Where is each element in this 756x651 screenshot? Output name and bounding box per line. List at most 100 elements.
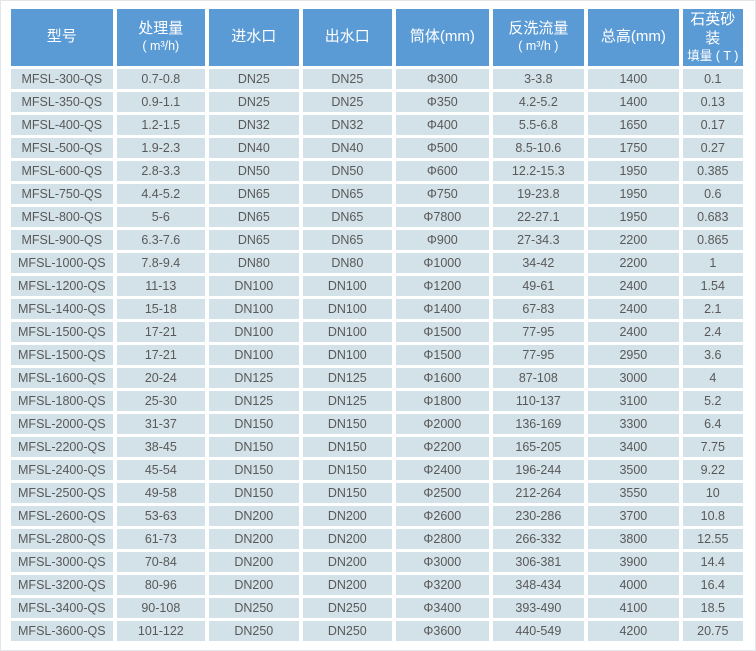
table-cell: 7.75 (682, 436, 743, 457)
table-cell: 77-95 (492, 321, 585, 342)
table-cell: DN65 (302, 206, 393, 227)
table-row: MFSL-1000-QS 7.8-9.4 DN80 DN80 Φ1000 34-42 220… (11, 252, 743, 273)
table-cell: 348-434 (492, 574, 585, 595)
table-cell: MFSL-500-QS (11, 137, 113, 158)
table-cell: DN65 (209, 206, 299, 227)
table-cell: MFSL-3000-QS (11, 551, 113, 572)
table-cell: DN65 (209, 183, 299, 204)
table-cell: 11-13 (116, 275, 206, 296)
table-cell: 230-286 (492, 505, 585, 526)
table-cell: 27-34.3 (492, 229, 585, 250)
table-cell: 20-24 (116, 367, 206, 388)
table-cell: MFSL-1600-QS (11, 367, 113, 388)
table-cell: 67-83 (492, 298, 585, 319)
table-cell: 17-21 (116, 321, 206, 342)
table-cell: MFSL-1000-QS (11, 252, 113, 273)
table-cell: 5-6 (116, 206, 206, 227)
table-cell: 440-549 (492, 620, 585, 641)
table-cell: DN200 (209, 551, 299, 572)
table-cell: Φ300 (396, 68, 489, 89)
table-cell: Φ2800 (396, 528, 489, 549)
table-row: MFSL-2400-QS 45-54 DN150 DN150 Φ2400 196-244 3… (11, 459, 743, 480)
table-cell: 12.2-15.3 (492, 160, 585, 181)
table-cell: MFSL-2500-QS (11, 482, 113, 503)
table-cell: 3100 (588, 390, 679, 411)
table-cell: DN200 (209, 574, 299, 595)
header-row: 型号 处理量( m³/h) 进水口 出水口 筒体(mm) 反洗流量( m³/h ) 总高(m… (11, 9, 743, 66)
table-cell: 2950 (588, 344, 679, 365)
table-row: MFSL-900-QS 6.3-7.6 DN65 DN65 Φ900 27-34.3 220… (11, 229, 743, 250)
column-header-label: 进水口 (231, 27, 277, 45)
table-cell: MFSL-1500-QS (11, 344, 113, 365)
table-cell: DN80 (209, 252, 299, 273)
table-row: MFSL-300-QS 0.7-0.8 DN25 DN25 Φ300 3-3.8 1400 0… (11, 68, 743, 89)
table-row: MFSL-350-QS 0.9-1.1 DN25 DN25 Φ350 4.2-5.2 140… (11, 91, 743, 112)
table-cell: DN100 (302, 298, 393, 319)
table-cell: DN250 (302, 620, 393, 641)
table-cell: Φ2000 (396, 413, 489, 434)
table-cell: MFSL-400-QS (11, 114, 113, 135)
table-cell: 1400 (588, 91, 679, 112)
table-cell: 22-27.1 (492, 206, 585, 227)
table-row: MFSL-500-QS 1.9-2.3 DN40 DN40 Φ500 8.5-10.6 17… (11, 137, 743, 158)
table-cell: 3500 (588, 459, 679, 480)
table-row: MFSL-600-QS 2.8-3.3 DN50 DN50 Φ600 12.2-15.3 1… (11, 160, 743, 181)
table-cell: Φ3000 (396, 551, 489, 572)
table-cell: DN25 (302, 91, 393, 112)
table-cell: MFSL-2800-QS (11, 528, 113, 549)
table-cell: Φ350 (396, 91, 489, 112)
table-cell: DN150 (209, 459, 299, 480)
table-cell: 3900 (588, 551, 679, 572)
table-cell: DN250 (302, 597, 393, 618)
column-header: 出水口 (302, 9, 393, 66)
table-cell: DN100 (209, 298, 299, 319)
table-cell: 31-37 (116, 413, 206, 434)
table-cell: 0.13 (682, 91, 743, 112)
table-cell: 10 (682, 482, 743, 503)
table-cell: 136-169 (492, 413, 585, 434)
table-cell: Φ750 (396, 183, 489, 204)
table-cell: DN40 (302, 137, 393, 158)
table-cell: 165-205 (492, 436, 585, 457)
table-cell: 49-58 (116, 482, 206, 503)
table-cell: Φ1400 (396, 298, 489, 319)
table-cell: Φ7800 (396, 206, 489, 227)
table-cell: 3-3.8 (492, 68, 585, 89)
table-cell: 306-381 (492, 551, 585, 572)
table-cell: Φ600 (396, 160, 489, 181)
table-cell: 20.75 (682, 620, 743, 641)
table-cell: 15-18 (116, 298, 206, 319)
table-row: MFSL-3400-QS 90-108 DN250 DN250 Φ3400 393-490… (11, 597, 743, 618)
column-header: 型号 (11, 9, 113, 66)
table-cell: 1.9-2.3 (116, 137, 206, 158)
table-row: MFSL-2200-QS 38-45 DN150 DN150 Φ2200 165-205 3… (11, 436, 743, 457)
column-header-label: 总高(mm) (600, 27, 666, 45)
table-cell: MFSL-1400-QS (11, 298, 113, 319)
table-cell: 53-63 (116, 505, 206, 526)
table-cell: DN65 (209, 229, 299, 250)
table-cell: Φ2200 (396, 436, 489, 457)
table-cell: 9.22 (682, 459, 743, 480)
table-cell: Φ2400 (396, 459, 489, 480)
table-row: MFSL-2800-QS 61-73 DN200 DN200 Φ2800 266-332 3… (11, 528, 743, 549)
table-cell: 16.4 (682, 574, 743, 595)
table-cell: DN150 (302, 436, 393, 457)
table-cell: DN150 (302, 413, 393, 434)
table-cell: 4 (682, 367, 743, 388)
table-cell: 0.27 (682, 137, 743, 158)
table-cell: MFSL-3600-QS (11, 620, 113, 641)
table-cell: 6.4 (682, 413, 743, 434)
column-header-unit: ( m³/h ) (518, 39, 559, 54)
table-cell: 0.6 (682, 183, 743, 204)
table-cell: MFSL-2000-QS (11, 413, 113, 434)
table-cell: 1950 (588, 206, 679, 227)
table-cell: 0.385 (682, 160, 743, 181)
table-cell: Φ1500 (396, 344, 489, 365)
column-header-label: 处理量 (138, 20, 184, 38)
table-cell: 1750 (588, 137, 679, 158)
table-cell: MFSL-3400-QS (11, 597, 113, 618)
table-cell: DN100 (209, 275, 299, 296)
table-cell: 4.4-5.2 (116, 183, 206, 204)
table-cell: MFSL-2400-QS (11, 459, 113, 480)
